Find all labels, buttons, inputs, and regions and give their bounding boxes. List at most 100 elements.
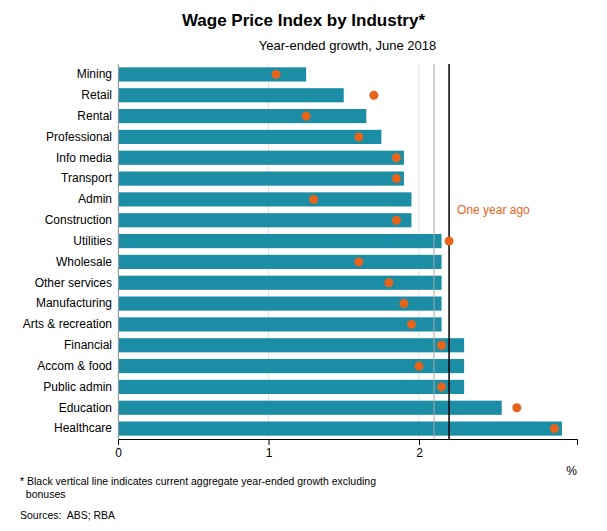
footnote: * Black vertical line indicates current … [20, 475, 376, 487]
tick-mark [419, 439, 420, 445]
axis-line [119, 440, 578, 446]
bar [118, 422, 562, 436]
series [118, 67, 562, 435]
tick: Construction [45, 213, 112, 227]
x-axis: 0 1 2 [115, 439, 577, 460]
tick-mark [118, 439, 119, 445]
bar [118, 234, 442, 248]
bar [118, 338, 464, 352]
tick: Accom & food [37, 359, 112, 373]
bar [118, 213, 411, 227]
tick-label: Retail [81, 88, 112, 102]
tick: Professional [46, 130, 112, 144]
bar [118, 130, 381, 144]
tick-label: 1 [266, 446, 273, 460]
dot [437, 341, 446, 350]
dot [414, 362, 423, 371]
tick-label: Rental [77, 109, 112, 123]
tick: Retail [81, 88, 112, 102]
bar [118, 192, 411, 206]
dot [369, 91, 378, 100]
dot [512, 403, 521, 412]
tick-label: Wholesale [56, 255, 112, 269]
bar [118, 151, 404, 165]
tick-label: Healthcare [54, 421, 112, 435]
tick: Rental [77, 109, 112, 123]
dot [272, 70, 281, 79]
chart: Wage Price Index by Industry* Year-ended … [0, 0, 607, 531]
dot [399, 299, 408, 308]
series [272, 70, 559, 433]
bar [118, 276, 442, 290]
tick-label: Manufacturing [36, 296, 112, 310]
tick: Financial [64, 338, 112, 352]
bar [118, 88, 344, 102]
dot [392, 216, 401, 225]
reference-line [448, 64, 450, 439]
dot [437, 382, 446, 391]
tick: Utilities [73, 234, 112, 248]
dot [354, 132, 363, 141]
bar [118, 255, 442, 269]
dot [302, 112, 311, 121]
tick-label: Utilities [73, 234, 112, 248]
tick-label: Other services [35, 276, 112, 290]
tick: Info media [56, 151, 112, 165]
grid-line [118, 64, 119, 439]
tick: Healthcare [54, 421, 112, 435]
tick: Transport [61, 171, 113, 185]
tick-label: Info media [56, 151, 112, 165]
tick-label: Mining [77, 67, 112, 81]
tick-label: Financial [64, 338, 112, 352]
dot [354, 257, 363, 266]
tick-label: 2 [416, 446, 423, 460]
dot [550, 424, 559, 433]
marks [118, 64, 562, 439]
dot [384, 278, 393, 287]
tick: Other services [35, 276, 112, 290]
tick-label: Public admin [43, 380, 112, 394]
bar [118, 401, 502, 415]
footnote: bonuses [20, 488, 66, 500]
tick-label: 0 [115, 446, 122, 460]
bar [118, 359, 464, 373]
bar [118, 67, 306, 81]
dot [445, 237, 454, 246]
tick: Manufacturing [36, 296, 112, 310]
tick-mark [268, 439, 269, 445]
tick: Admin [78, 192, 112, 206]
tick: Education [59, 401, 112, 415]
tick-label: Accom & food [37, 359, 112, 373]
subtitle: Year-ended growth, June 2018 [259, 38, 436, 53]
reference-line [434, 64, 435, 439]
dot [392, 153, 401, 162]
bar [118, 172, 404, 186]
tick: 0 [115, 439, 122, 460]
tick-label: Construction [45, 213, 112, 227]
background [0, 0, 607, 531]
title: Wage Price Index by Industry* [182, 11, 425, 30]
dot [392, 174, 401, 183]
source: Sources: ABS; RBA [20, 509, 115, 521]
tick: Mining [77, 67, 112, 81]
bar [118, 317, 442, 331]
tick-label: Admin [78, 192, 112, 206]
axis-label: % [566, 464, 577, 478]
dot [309, 195, 318, 204]
annotation: One year ago [457, 203, 530, 217]
tick: Public admin [43, 380, 112, 394]
bar [118, 109, 366, 123]
bar [118, 297, 442, 311]
bar [118, 380, 464, 394]
tick: 2 [416, 439, 423, 460]
plot: 0 1 2% Mining Retail Rental Professional Info m… [23, 64, 578, 478]
tick-label: Education [59, 401, 112, 415]
tick: 1 [266, 439, 273, 460]
tick-label: Professional [46, 130, 112, 144]
tick-label: Arts & recreation [23, 317, 112, 331]
tick-label: Transport [61, 171, 113, 185]
y-axis: Mining Retail Rental Professional Info media… [23, 65, 119, 440]
axis-line [118, 65, 119, 440]
dot [407, 320, 416, 329]
tick: Arts & recreation [23, 317, 112, 331]
